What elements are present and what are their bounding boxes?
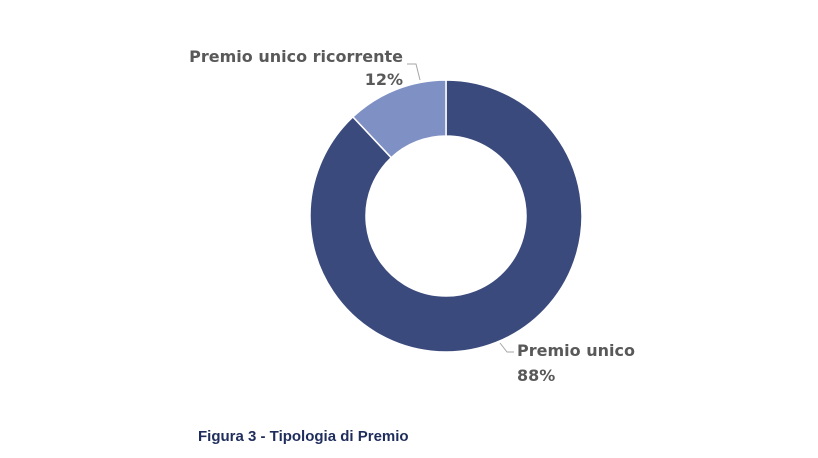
data-label-value-premio-unico: 88% [517, 366, 555, 385]
slice-premio-unico [309, 79, 583, 353]
leader-line-premio-unico-ricorrente [407, 63, 421, 81]
chart-slices [309, 79, 583, 353]
data-label-name-premio-unico: Premio unico [517, 341, 635, 360]
slice-premio-unico-ricorrente [351, 79, 447, 159]
data-label-value-premio-unico-ricorrente: 12% [365, 70, 403, 89]
data-label-name-premio-unico-ricorrente: Premio unico ricorrente [189, 47, 403, 66]
figure-caption: Figura 3 - Tipologia di Premio [198, 428, 409, 445]
leader-line-premio-unico [499, 342, 514, 353]
chart-data-labels: Premio unico 88% Premio unico ricorrente 12… [189, 47, 635, 385]
